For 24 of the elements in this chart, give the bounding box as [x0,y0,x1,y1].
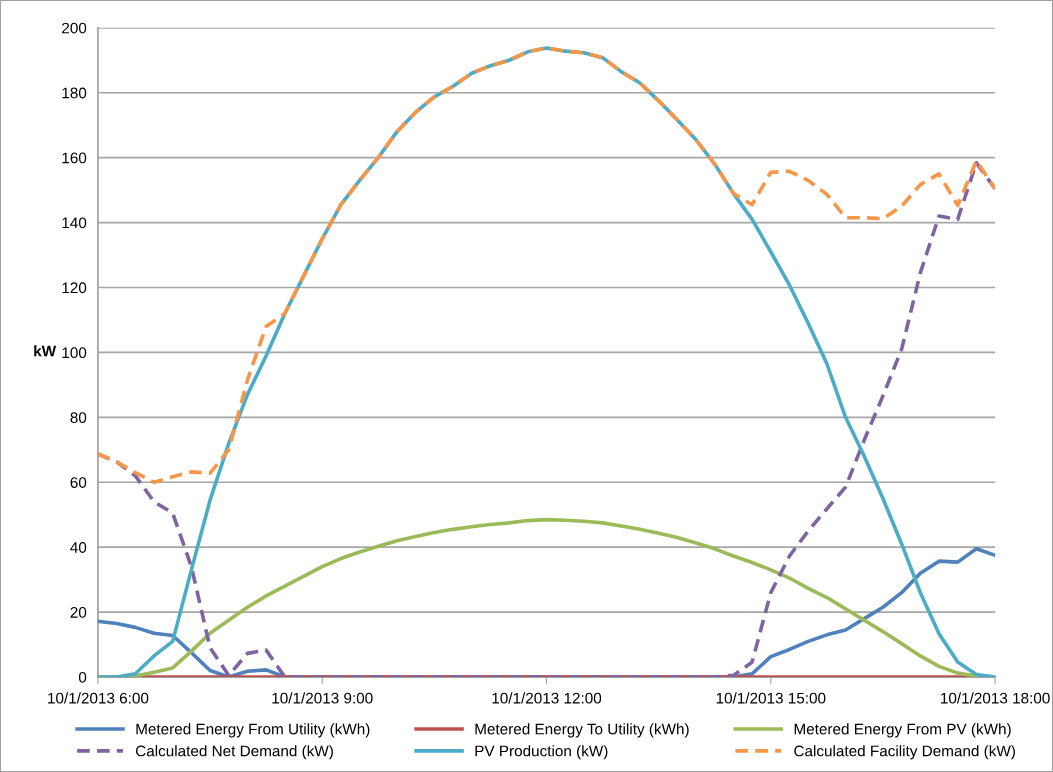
y-tick-label: 120 [62,282,87,294]
x-tick-label: 10/1/2013 18:00 [941,692,1050,704]
line-series [97,46,996,485]
y-tick-label: 20 [70,606,87,618]
y-tick-label: 100 [62,347,87,359]
legend-label: Calculated Facility Demand (kW) [794,745,1015,760]
x-tick-label: 10/1/2013 12:00 [492,692,602,704]
y-tick-label: 180 [62,87,87,99]
x-tick-label: 10/1/2013 15:00 [716,692,826,704]
y-tick-label: 160 [62,152,87,164]
y-tick-label: 140 [62,217,87,229]
legend-label: Metered Energy From PV (kWh) [794,723,1011,738]
y-tick-label: 60 [70,477,87,488]
y-tick-label: 0 [78,671,87,683]
y-tick-label: 200 [62,22,87,34]
legend-label: Calculated Net Demand (kW) [135,745,333,760]
y-tick-label: 40 [70,542,87,553]
y-tick-label: 80 [70,412,87,424]
x-tick-label: 10/1/2013 9:00 [272,692,373,704]
x-tick-label: 10/1/2013 6:00 [48,692,149,704]
y-axis-title: kW [34,345,57,357]
legend-label: PV Production (kW) [475,745,608,760]
legend-label: Metered Energy To Utility (kWh) [475,723,689,738]
legend-label: Metered Energy From Utility (kWh) [136,723,370,738]
